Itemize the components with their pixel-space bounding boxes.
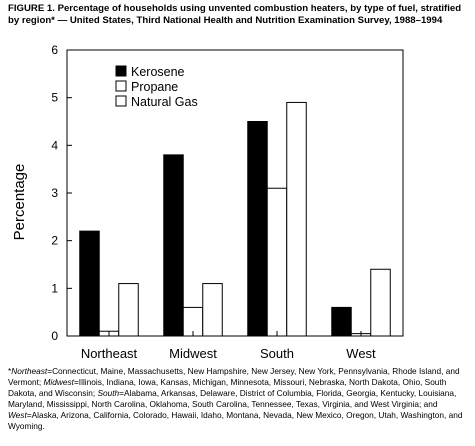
footnote: *Northeast=Connecticut, Maine, Massachus…	[8, 366, 470, 433]
legend-label: Propane	[131, 80, 178, 94]
bar-natural-gas	[202, 283, 223, 337]
x-tick-label: Northeast	[81, 346, 138, 361]
legend-swatch	[115, 65, 127, 77]
chart-frame	[66, 49, 404, 337]
bar-kerosene	[247, 121, 268, 337]
footnote-text: *	[8, 366, 12, 376]
footnote-region-name: Midwest	[43, 377, 74, 388]
figure-title: FIGURE 1. Percentage of households using…	[8, 3, 462, 26]
x-axis: Northeast Midwest South West	[81, 331, 376, 361]
bar-natural-gas	[286, 101, 307, 337]
y-tick-label: 6	[51, 43, 58, 57]
y-tick-label: 4	[51, 138, 58, 152]
footnote-region-name: South	[97, 388, 120, 399]
x-tick-label: West	[346, 346, 376, 361]
y-axis: 0 1 2 3 4 5 6	[51, 43, 72, 343]
y-tick-label: 0	[51, 329, 58, 343]
bar-kerosene	[79, 230, 100, 337]
footnote-text: =Alaska, Arizona, California, Colorado, …	[8, 410, 463, 432]
y-axis-label: Percentage	[11, 164, 28, 241]
bar-natural-gas	[118, 283, 139, 337]
bar-propane	[266, 187, 288, 337]
y-tick-label: 2	[51, 234, 58, 248]
x-tick-label: Midwest	[169, 346, 217, 361]
y-tick-label: 1	[51, 281, 58, 295]
footnote-text: =Illinois, Indiana, Iowa, Kansas, Michig…	[8, 377, 447, 399]
bars	[79, 101, 391, 337]
footnote-text: =Alabama, Arkansas, Delaware, District o…	[8, 388, 457, 410]
bar-natural-gas	[370, 268, 391, 337]
y-tick-label: 5	[51, 91, 58, 105]
x-tick-label: South	[260, 346, 294, 361]
bar-kerosene	[163, 154, 184, 337]
y-tick-label: 3	[51, 186, 58, 200]
footnote-region-name: Northeast	[11, 366, 48, 376]
footnote-text: =Connecticut, Maine, Massachusetts, New …	[8, 366, 460, 388]
legend-swatch	[115, 95, 127, 107]
plot-area-border	[66, 49, 404, 337]
legend-label: Kerosene	[131, 65, 185, 79]
bar-kerosene	[331, 306, 352, 337]
legend-swatch	[115, 80, 127, 92]
legend-label: Natural Gas	[131, 95, 198, 109]
footnote-region-name: West	[8, 410, 27, 421]
